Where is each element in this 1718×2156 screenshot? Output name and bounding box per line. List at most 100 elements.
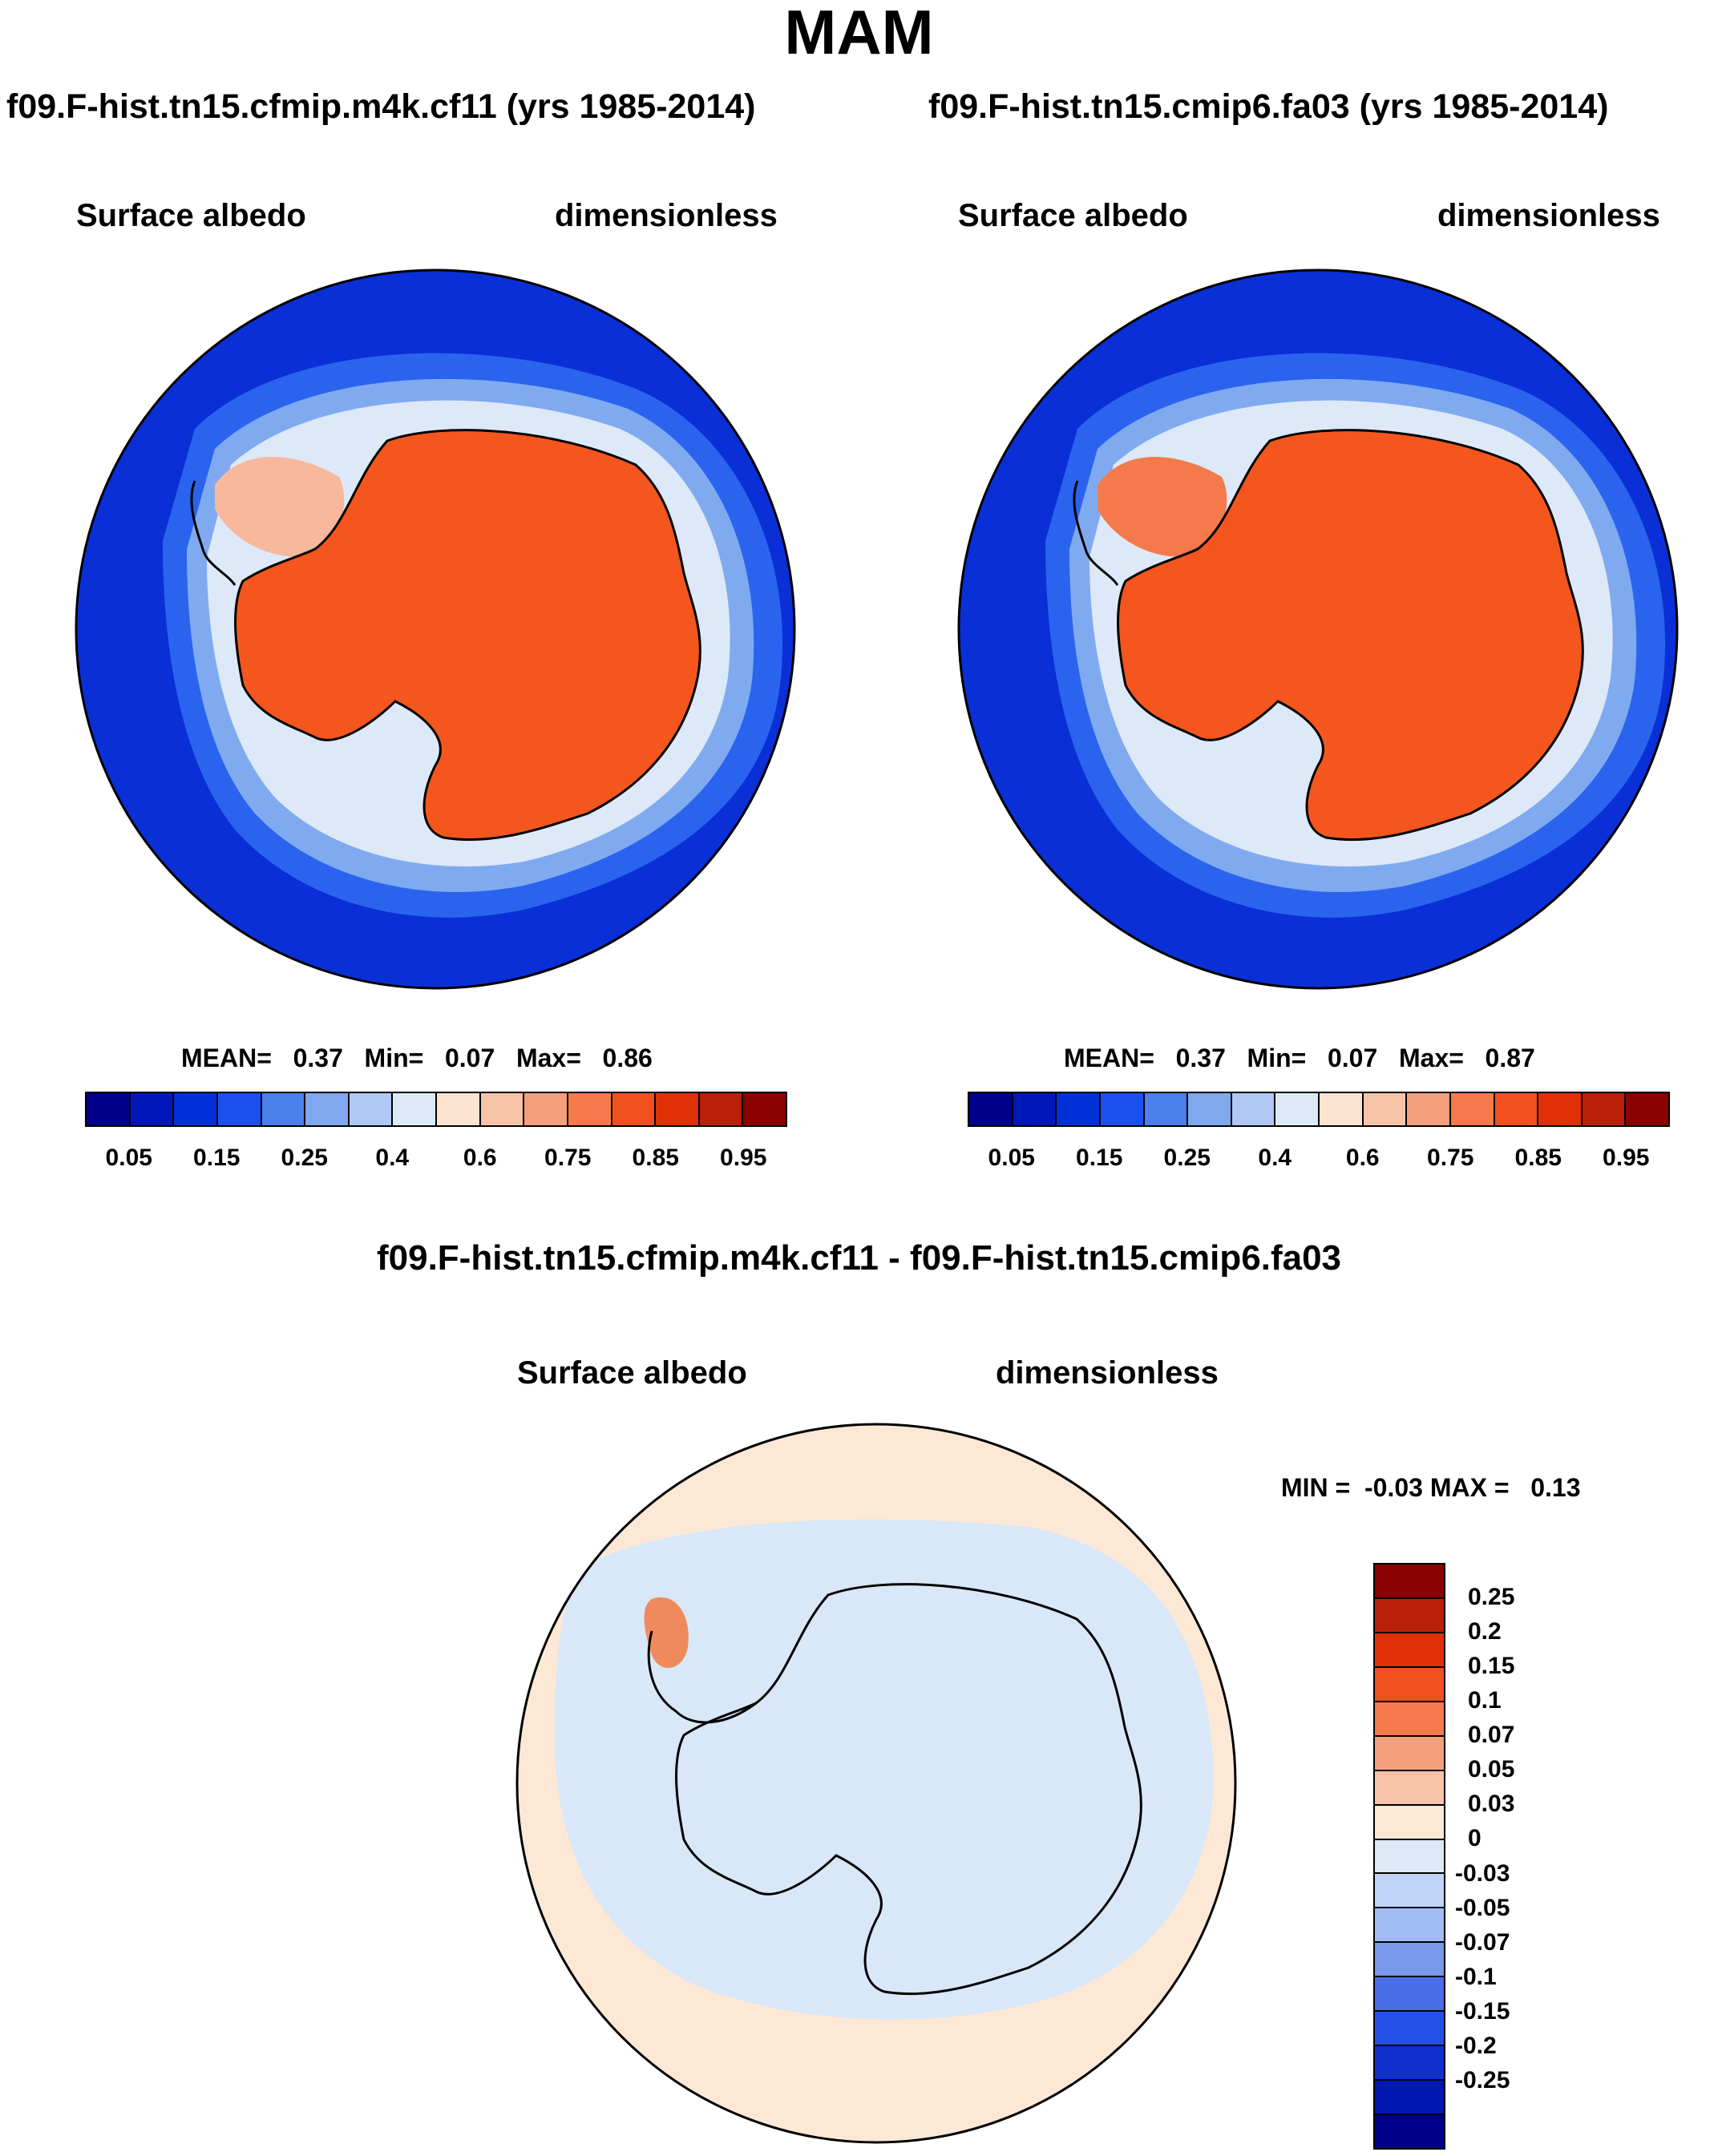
colorbar-swatch (1375, 1943, 1444, 1978)
colorbar-swatch (1375, 1908, 1444, 1944)
colorbar-tick-label: -0.05 (1455, 1894, 1510, 1921)
min-label: Min= (1247, 1044, 1307, 1072)
mean-value: 0.37 (293, 1044, 343, 1072)
min-label: Min= (364, 1044, 424, 1072)
panel1-case-title: f09.F-hist.tn15.cfmip.m4k.cf11 (yrs 1985… (6, 87, 756, 126)
diff-polar-map (515, 1423, 1237, 2144)
panel1-units: dimensionless (555, 198, 778, 233)
colorbar-tick-label: 0.25 (1468, 1584, 1515, 1611)
colorbar-tick-label: 0.6 (463, 1145, 497, 1171)
colorbar-tick-label: 0.05 (1468, 1756, 1515, 1783)
panel2-colorbar (968, 1092, 1670, 1127)
colorbar-swatch (1375, 1598, 1444, 1633)
peninsula-coast (647, 1630, 757, 1724)
colorbar-swatch (1375, 2046, 1444, 2081)
colorbar-swatch (1375, 1667, 1444, 1702)
colorbar-swatch (1538, 1093, 1583, 1125)
colorbar-tick-label: 0.1 (1468, 1687, 1502, 1714)
colorbar-tick-label: 0.85 (632, 1145, 679, 1171)
ice-sheet-outline (675, 1583, 1142, 1996)
colorbar-swatch (1375, 1702, 1444, 1737)
diff-variable: Surface albedo (517, 1355, 747, 1391)
colorbar-tick-label: -0.07 (1455, 1928, 1510, 1956)
diff-title: f09.F-hist.tn15.cfmip.m4k.cf11 - f09.F-h… (376, 1238, 1342, 1278)
positive-hotspot (644, 1597, 689, 1669)
colorbar-tick-label: 0.03 (1468, 1791, 1515, 1818)
min-value: 0.07 (1327, 1044, 1378, 1072)
mean-label: MEAN= (1064, 1044, 1154, 1072)
colorbar-tick-label: -0.2 (1455, 2032, 1497, 2059)
panel2-stats: MEAN= 0.37 Min= 0.07 Max= 0.87 (1064, 1044, 1535, 1072)
colorbar-swatch (1375, 1874, 1444, 1909)
colorbar-tick-label: -0.1 (1455, 1963, 1497, 1990)
mean-label: MEAN= (181, 1044, 272, 1072)
colorbar-swatch (1375, 1805, 1444, 1840)
colorbar-swatch (480, 1093, 525, 1125)
min-value: 0.07 (444, 1044, 495, 1072)
mean-value: 0.37 (1175, 1044, 1226, 1072)
colorbar-tick-label: 0.85 (1514, 1145, 1562, 1171)
colorbar-swatch (743, 1093, 786, 1125)
colorbar-swatch (969, 1093, 1013, 1125)
colorbar-swatch (1188, 1093, 1232, 1125)
colorbar-tick-label: 0.75 (1427, 1145, 1474, 1171)
colorbar-swatch (1375, 2115, 1444, 2148)
colorbar-swatch (1375, 1977, 1444, 2013)
colorbar-tick-label: 0 (1468, 1825, 1482, 1852)
colorbar-tick-label: 0.15 (1468, 1653, 1515, 1680)
colorbar-swatch (1375, 1633, 1444, 1668)
diff-colorbar (1373, 1563, 1445, 2150)
colorbar-tick-label: -0.25 (1455, 2066, 1510, 2093)
colorbar-tick-label: 0.95 (1603, 1145, 1650, 1171)
colorbar-tick-label: 0.25 (281, 1145, 328, 1171)
max-label: Max= (1398, 1044, 1464, 1072)
colorbar-tick-label: 0.95 (720, 1145, 767, 1171)
panel1-colorbar (85, 1092, 787, 1127)
colorbar-swatch (1363, 1093, 1408, 1125)
colorbar-swatch (305, 1093, 350, 1125)
colorbar-swatch (130, 1093, 175, 1125)
ice-sheet (234, 429, 701, 842)
diff-minmax: MIN = -0.03 MAX = 0.13 (1281, 1473, 1581, 1502)
max-value: 0.86 (602, 1044, 653, 1072)
colorbar-tick-label: -0.03 (1455, 1859, 1510, 1887)
colorbar-swatch (174, 1093, 218, 1125)
colorbar-swatch (261, 1093, 306, 1125)
colorbar-swatch (1375, 1565, 1444, 1599)
colorbar-swatch (1375, 2081, 1444, 2115)
colorbar-swatch (217, 1093, 262, 1125)
diff-units: dimensionless (996, 1355, 1219, 1391)
panel1-stats: MEAN= 0.37 Min= 0.07 Max= 0.86 (181, 1044, 653, 1072)
panel2-variable: Surface albedo (958, 198, 1188, 233)
colorbar-tick-label: 0.4 (1258, 1145, 1292, 1171)
peninsula-shade (1097, 457, 1227, 557)
max-value: 0.87 (1485, 1044, 1535, 1072)
colorbar-swatch (524, 1093, 568, 1125)
colorbar-swatch (1057, 1093, 1101, 1125)
peninsula-coast (190, 480, 236, 586)
colorbar-swatch (1375, 1736, 1444, 1771)
colorbar-swatch (656, 1093, 700, 1125)
colorbar-swatch (1494, 1093, 1539, 1125)
colorbar-swatch (87, 1093, 131, 1125)
panel1-variable: Surface albedo (76, 198, 306, 233)
colorbar-swatch (1375, 1770, 1444, 1806)
colorbar-tick-label: 0.25 (1163, 1145, 1211, 1171)
colorbar-swatch (393, 1093, 437, 1125)
colorbar-tick-label: 0.05 (105, 1145, 152, 1171)
page-title: MAM (784, 0, 934, 67)
colorbar-swatch (437, 1093, 481, 1125)
colorbar-tick-label: 0.07 (1468, 1722, 1515, 1749)
panel2-units: dimensionless (1437, 198, 1660, 233)
negative-region (554, 1519, 1214, 2020)
colorbar-swatch (1100, 1093, 1145, 1125)
colorbar-tick-label: -0.15 (1455, 1997, 1510, 2025)
colorbar-swatch (1582, 1093, 1627, 1125)
colorbar-swatch (1375, 2012, 1444, 2047)
colorbar-swatch (1013, 1093, 1057, 1125)
colorbar-swatch (568, 1093, 612, 1125)
colorbar-tick-label: 0.4 (375, 1145, 410, 1171)
colorbar-swatch (1450, 1093, 1495, 1125)
colorbar-swatch (349, 1093, 394, 1125)
colorbar-tick-label: 0.15 (193, 1145, 241, 1171)
